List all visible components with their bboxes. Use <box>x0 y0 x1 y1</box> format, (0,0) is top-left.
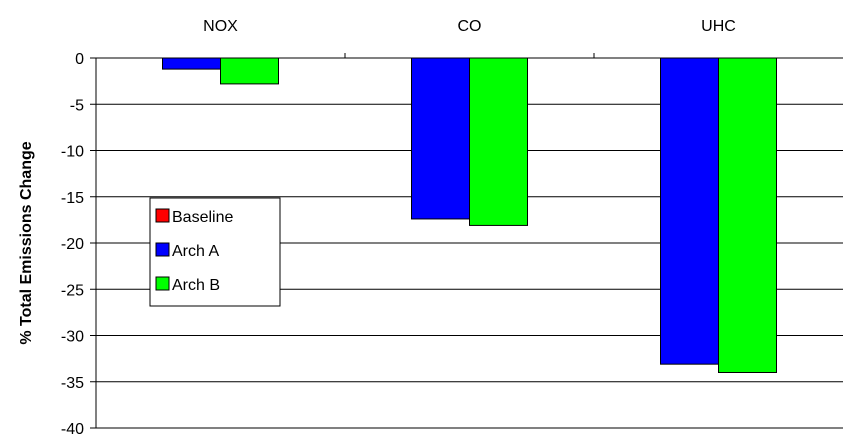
bar-arch-a-uhc <box>661 58 719 364</box>
y-tick-labels: 0 -5 -10 -15 -20 -25 -30 -35 -40 <box>61 51 84 437</box>
legend: Baseline Arch A Arch B <box>150 198 280 306</box>
y-tick-label: -30 <box>61 329 84 346</box>
category-label: UHC <box>701 18 736 35</box>
legend-swatch-baseline <box>156 209 169 222</box>
legend-swatch-arch-b <box>156 277 169 290</box>
category-label: NOX <box>203 18 238 35</box>
legend-swatch-arch-a <box>156 243 169 256</box>
legend-label: Arch A <box>172 243 219 260</box>
bar-arch-a-nox <box>163 58 221 69</box>
y-tick-label: -5 <box>70 97 84 114</box>
legend-label: Baseline <box>172 209 233 226</box>
y-tick-label: -25 <box>61 282 84 299</box>
y-tick-label: 0 <box>75 51 84 68</box>
y-tick-label: -20 <box>61 236 84 253</box>
y-axis-title: % Total Emissions Change <box>18 141 35 344</box>
y-tick-label: -10 <box>61 144 84 161</box>
y-tick-label: -15 <box>61 190 84 207</box>
y-tick-label: -40 <box>61 421 84 437</box>
category-label: CO <box>458 18 482 35</box>
bar-arch-b-co <box>470 58 528 225</box>
bar-arch-b-uhc <box>719 58 777 373</box>
category-labels: NOX CO UHC <box>203 18 736 35</box>
legend-label: Arch B <box>172 277 220 294</box>
bar-arch-b-nox <box>221 58 279 84</box>
y-tick-label: -35 <box>61 375 84 392</box>
bar-arch-a-co <box>412 58 470 219</box>
